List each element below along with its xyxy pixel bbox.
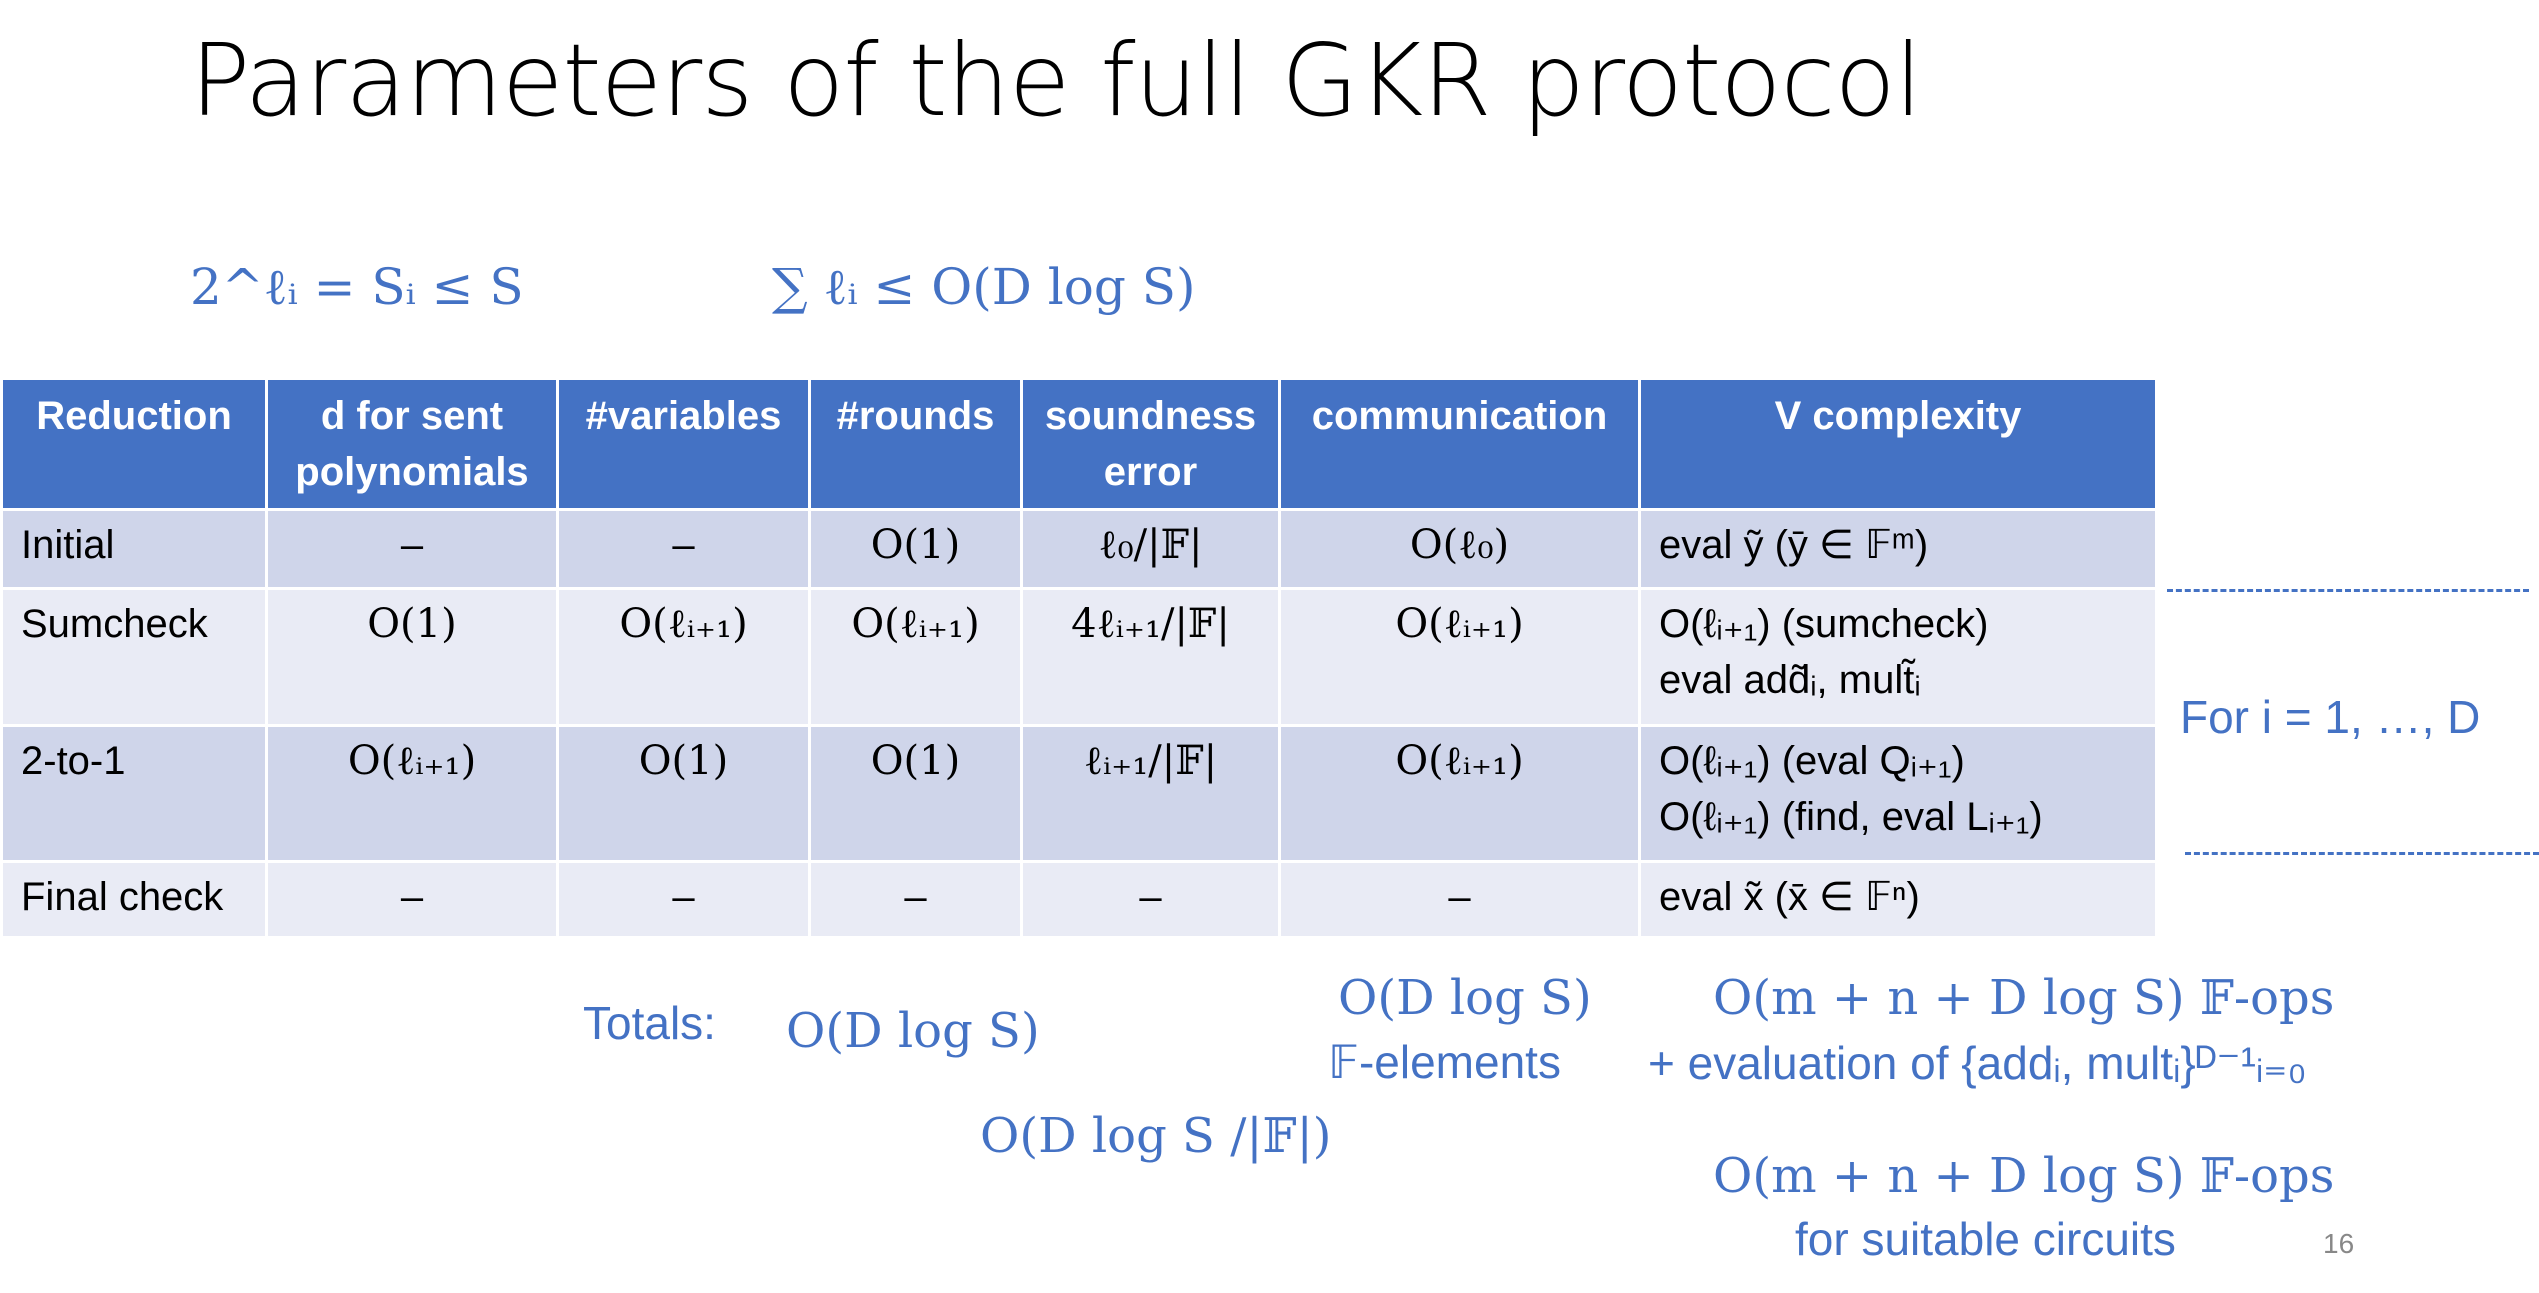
total-communication-unit: 𝔽-elements <box>1328 1036 1561 1088</box>
totals-label: Totals: <box>583 997 716 1049</box>
table-row-2-to-1: 2-to-1 O(ℓᵢ₊₁) O(1) O(1) ℓᵢ₊₁/|𝔽| O(ℓᵢ₊₁… <box>0 724 2158 863</box>
v-complexity-line-2: O(ℓᵢ₊₁) (find, eval Lᵢ₊₁) <box>1659 795 2043 839</box>
cell-variables: – <box>556 860 811 939</box>
cell-reduction: Initial <box>0 508 268 590</box>
cell-v-complexity: eval x̃ (x̄ ∈ 𝔽ⁿ) <box>1638 860 2158 939</box>
formula-sum-bound: ∑ ℓᵢ ≤ O(D log S) <box>772 258 1196 316</box>
cell-reduction: Sumcheck <box>0 587 268 727</box>
page-number: 16 <box>2323 1228 2355 1259</box>
cell-soundness: 4ℓᵢ₊₁/|𝔽| <box>1020 587 1281 727</box>
cell-degree: – <box>265 860 559 939</box>
header-degree: d for sent polynomials <box>265 377 559 511</box>
formula-size-bound: 2^ℓᵢ = Sᵢ ≤ S <box>190 258 524 316</box>
cell-rounds: – <box>808 860 1023 939</box>
total-v-complexity: O(m + n + D log S) 𝔽-ops <box>1713 970 2335 1026</box>
cell-communication: O(ℓᵢ₊₁) <box>1278 724 1641 863</box>
loop-divider-top <box>2167 589 2529 592</box>
cell-soundness: ℓ₀/|𝔽| <box>1020 508 1281 590</box>
total-v-complexity-suitable: O(m + n + D log S) 𝔽-ops <box>1713 1148 2335 1204</box>
header-variables: #variables <box>556 377 811 511</box>
total-v-complexity-note: for suitable circuits <box>1795 1213 2176 1265</box>
slide-title: Parameters of the full GKR protocol <box>190 22 1922 139</box>
header-rounds: #rounds <box>808 377 1023 511</box>
cell-variables: – <box>556 508 811 590</box>
table-row-initial: Initial – – O(1) ℓ₀/|𝔽| O(ℓ₀) eval ỹ (ȳ … <box>0 508 2158 590</box>
table-row-final-check: Final check – – – – – eval x̃ (x̄ ∈ 𝔽ⁿ) <box>0 860 2158 939</box>
cell-v-complexity: O(ℓᵢ₊₁) (sumcheck) eval add̃ᵢ, mult̃ᵢ <box>1638 587 2158 727</box>
loop-range-label: For i = 1, …, D <box>2180 691 2481 743</box>
cell-degree: – <box>265 508 559 590</box>
cell-communication: – <box>1278 860 1641 939</box>
cell-v-complexity: eval ỹ (ȳ ∈ 𝔽ᵐ) <box>1638 508 2158 590</box>
header-v-complexity: V complexity <box>1638 377 2158 511</box>
cell-reduction: 2-to-1 <box>0 724 268 863</box>
cell-soundness: ℓᵢ₊₁/|𝔽| <box>1020 724 1281 863</box>
header-reduction: Reduction <box>0 377 268 511</box>
header-communication: communication <box>1278 377 1641 511</box>
cell-communication: O(ℓ₀) <box>1278 508 1641 590</box>
total-rounds: O(D log S) <box>786 1003 1040 1059</box>
header-soundness: soundness error <box>1020 377 1281 511</box>
cell-soundness: – <box>1020 860 1281 939</box>
total-communication: O(D log S) <box>1338 970 1592 1026</box>
loop-divider-bottom <box>2185 852 2539 855</box>
cell-variables: O(1) <box>556 724 811 863</box>
v-complexity-line-2: eval add̃ᵢ, mult̃ᵢ <box>1659 658 1921 702</box>
cell-rounds: O(ℓᵢ₊₁) <box>808 587 1023 727</box>
v-complexity-line-1: O(ℓᵢ₊₁) (sumcheck) <box>1659 602 1989 646</box>
parameters-table: Reduction d for sent polynomials #variab… <box>0 377 2158 939</box>
cell-communication: O(ℓᵢ₊₁) <box>1278 587 1641 727</box>
cell-rounds: O(1) <box>808 724 1023 863</box>
total-v-complexity-extra: + evaluation of {addᵢ, multᵢ}ᴰ⁻¹ᵢ₌₀ <box>1648 1037 2307 1089</box>
table-row-sumcheck: Sumcheck O(1) O(ℓᵢ₊₁) O(ℓᵢ₊₁) 4ℓᵢ₊₁/|𝔽| … <box>0 587 2158 727</box>
total-soundness: O(D log S /|𝔽|) <box>980 1108 1332 1164</box>
cell-variables: O(ℓᵢ₊₁) <box>556 587 811 727</box>
cell-degree: O(ℓᵢ₊₁) <box>265 724 559 863</box>
cell-reduction: Final check <box>0 860 268 939</box>
cell-rounds: O(1) <box>808 508 1023 590</box>
cell-v-complexity: O(ℓᵢ₊₁) (eval Qᵢ₊₁) O(ℓᵢ₊₁) (find, eval … <box>1638 724 2158 863</box>
table-header-row: Reduction d for sent polynomials #variab… <box>0 377 2158 511</box>
cell-degree: O(1) <box>265 587 559 727</box>
v-complexity-line-1: O(ℓᵢ₊₁) (eval Qᵢ₊₁) <box>1659 739 1965 783</box>
